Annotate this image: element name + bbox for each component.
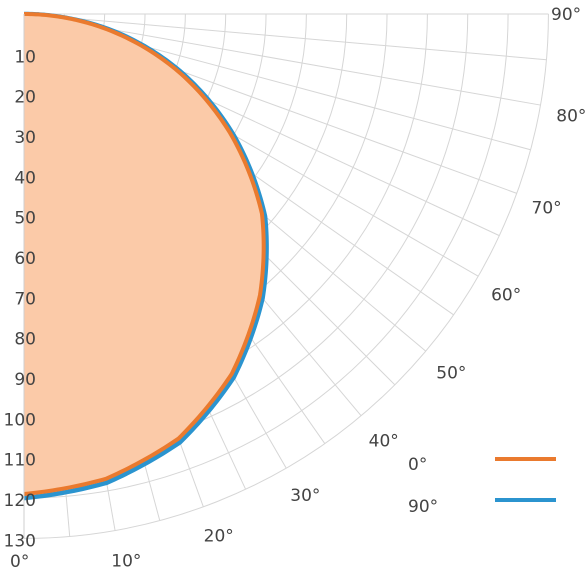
series-fill-0°	[24, 14, 264, 495]
grid-arc-130	[23, 13, 549, 539]
radial-tick-130: 130	[4, 531, 36, 551]
radial-tick-50: 50	[14, 209, 36, 229]
angle-tick-10: 10°	[111, 551, 141, 571]
radial-tick-20: 20	[14, 88, 36, 108]
angle-tick-20: 20°	[204, 527, 234, 547]
radial-tick-100: 100	[4, 410, 36, 430]
radial-tick-110: 110	[4, 451, 36, 471]
radial-tick-labels: 10 20 30 40 50 60 70 80 90 100 110 120 130	[4, 47, 36, 551]
series-layer	[23, 11, 269, 539]
radial-tick-80: 80	[14, 330, 36, 350]
radial-tick-30: 30	[14, 128, 36, 148]
radial-tick-60: 60	[14, 249, 36, 269]
angle-tick-labels: 0° 10° 20° 30° 40° 50° 60° 70° 80° 90°	[10, 5, 586, 571]
series-line-0°	[23, 12, 266, 497]
radial-tick-70: 70	[14, 289, 36, 309]
radial-tick-10: 10	[14, 47, 36, 67]
grid-spoke-85	[23, 13, 547, 61]
legend-label-90: 90°	[408, 497, 438, 517]
angle-tick-90: 90°	[551, 5, 581, 25]
angle-tick-30: 30°	[290, 486, 320, 506]
radial-tick-90: 90	[14, 370, 36, 390]
legend: 0° 90°	[408, 455, 556, 517]
angle-tick-50: 50°	[436, 364, 466, 384]
angle-tick-40: 40°	[369, 431, 399, 451]
angle-tick-70: 70°	[532, 199, 562, 219]
radial-tick-40: 40	[14, 168, 36, 188]
angle-tick-0: 0°	[10, 552, 29, 571]
angle-tick-80: 80°	[556, 106, 586, 126]
legend-label-0: 0°	[408, 455, 427, 475]
angle-tick-60: 60°	[491, 285, 521, 305]
radial-tick-120: 120	[4, 491, 36, 511]
